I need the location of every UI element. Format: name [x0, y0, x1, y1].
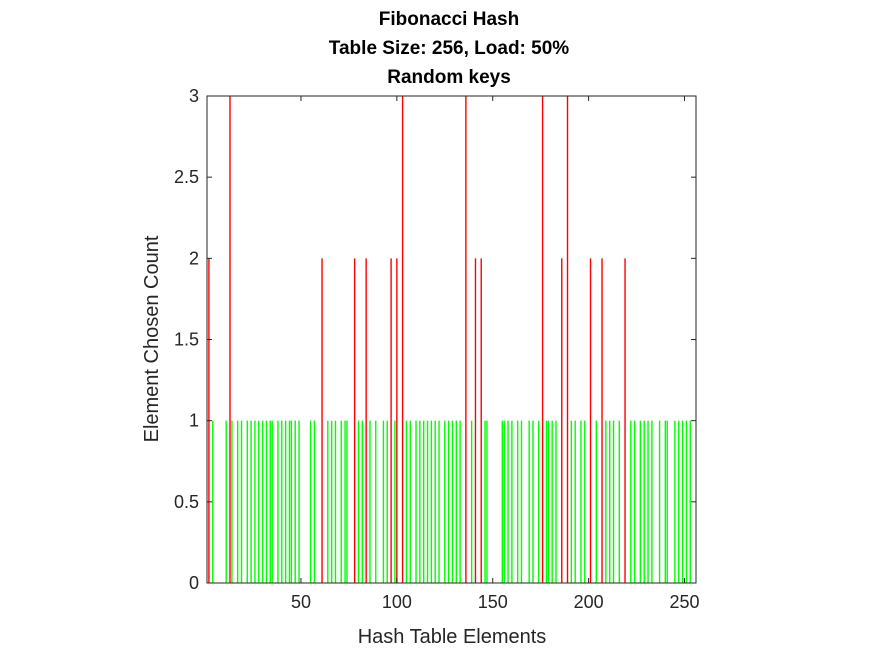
ticks: 50 100 150 200 250 0 0.5 1 1.5 2 2.5 3 [174, 86, 700, 612]
x-tick-label: 200 [574, 592, 604, 612]
x-tick-label: 50 [291, 592, 311, 612]
plot-area [207, 96, 696, 583]
chart-title-line-3: Random keys [387, 67, 511, 88]
x-axis-label: Hash Table Elements [358, 626, 547, 648]
y-axis-label: Element Chosen Count [141, 235, 163, 442]
x-tick-label: 100 [382, 592, 412, 612]
x-tick-label: 150 [478, 592, 508, 612]
y-tick-label: 1.5 [174, 330, 199, 350]
y-tick-label: 2 [189, 248, 199, 268]
chart-title-line-2: Table Size: 256, Load: 50% [329, 38, 570, 59]
bars [208, 96, 691, 583]
y-tick-label: 0 [189, 573, 199, 593]
y-tick-label: 0.5 [174, 492, 199, 512]
y-tick-label: 3 [189, 86, 199, 106]
x-tick-label: 250 [669, 592, 699, 612]
y-tick-label: 1 [189, 411, 199, 431]
chart-title-line-1: Fibonacci Hash [379, 9, 519, 30]
y-tick-label: 2.5 [174, 167, 199, 187]
